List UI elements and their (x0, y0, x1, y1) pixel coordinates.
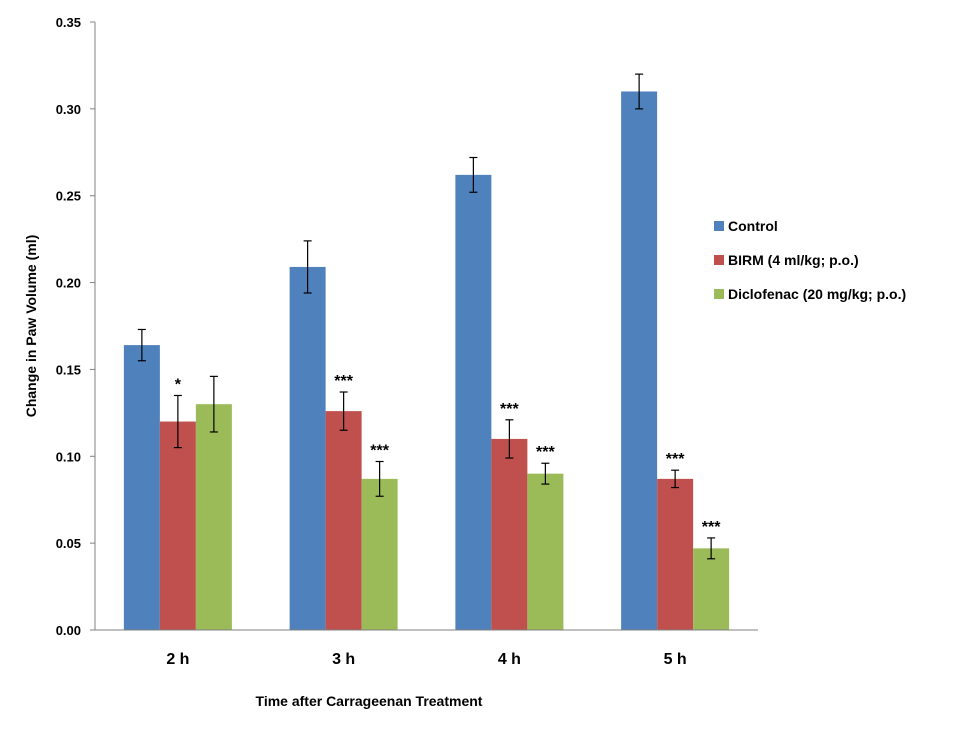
legend: Control BIRM (4 ml/kg; p.o.) Diclofenac (2… (714, 218, 906, 302)
x-axis-title: Time after Carrageenan Treatment (256, 693, 483, 709)
y-tick-label: 0.00 (56, 623, 81, 638)
bar (361, 478, 398, 630)
bar (621, 91, 658, 630)
significance-label: *** (370, 442, 389, 459)
bar (491, 438, 528, 630)
x-tick-label: 4 h (498, 651, 521, 668)
y-tick-label: 0.35 (56, 15, 81, 30)
significance-label: *** (334, 373, 353, 390)
y-tick-label: 0.25 (56, 189, 81, 204)
significance-label: *** (666, 451, 685, 468)
significance-label: *** (702, 519, 721, 536)
bar (693, 548, 730, 630)
bar (289, 266, 326, 630)
x-axis-labels: 2 h 3 h 4 h 5 h (166, 651, 686, 668)
x-tick-label: 3 h (332, 651, 355, 668)
significance-label: * (175, 376, 182, 393)
legend-label: Diclofenac (20 mg/kg; p.o.) (728, 286, 906, 302)
legend-swatch (714, 289, 724, 299)
error-bars (137, 73, 716, 560)
bar (195, 404, 232, 630)
x-tick-label: 5 h (664, 651, 687, 668)
y-axis-ticks: 0.00 0.05 0.10 0.15 0.20 0.25 0.30 0.35 (56, 15, 95, 638)
legend-swatch (714, 221, 724, 231)
x-tick-label: 2 h (166, 651, 189, 668)
legend-label: BIRM (4 ml/kg; p.o.) (728, 252, 859, 268)
y-tick-label: 0.10 (56, 449, 81, 464)
bars (123, 91, 730, 630)
y-tick-label: 0.15 (56, 362, 81, 377)
y-tick-label: 0.05 (56, 536, 81, 551)
bar (455, 174, 492, 630)
significance-label: *** (500, 401, 519, 418)
y-axis-title: Change in Paw Volume (ml) (23, 235, 39, 418)
y-tick-label: 0.30 (56, 102, 81, 117)
legend-swatch (714, 255, 724, 265)
bar (657, 478, 694, 630)
bar (527, 473, 564, 630)
y-tick-label: 0.20 (56, 276, 81, 291)
legend-label: Control (728, 218, 778, 234)
significance-markers: * ************ ****** (175, 373, 721, 536)
bar (123, 345, 160, 630)
significance-label: *** (536, 444, 555, 461)
bar (325, 411, 362, 630)
bar (159, 421, 196, 630)
